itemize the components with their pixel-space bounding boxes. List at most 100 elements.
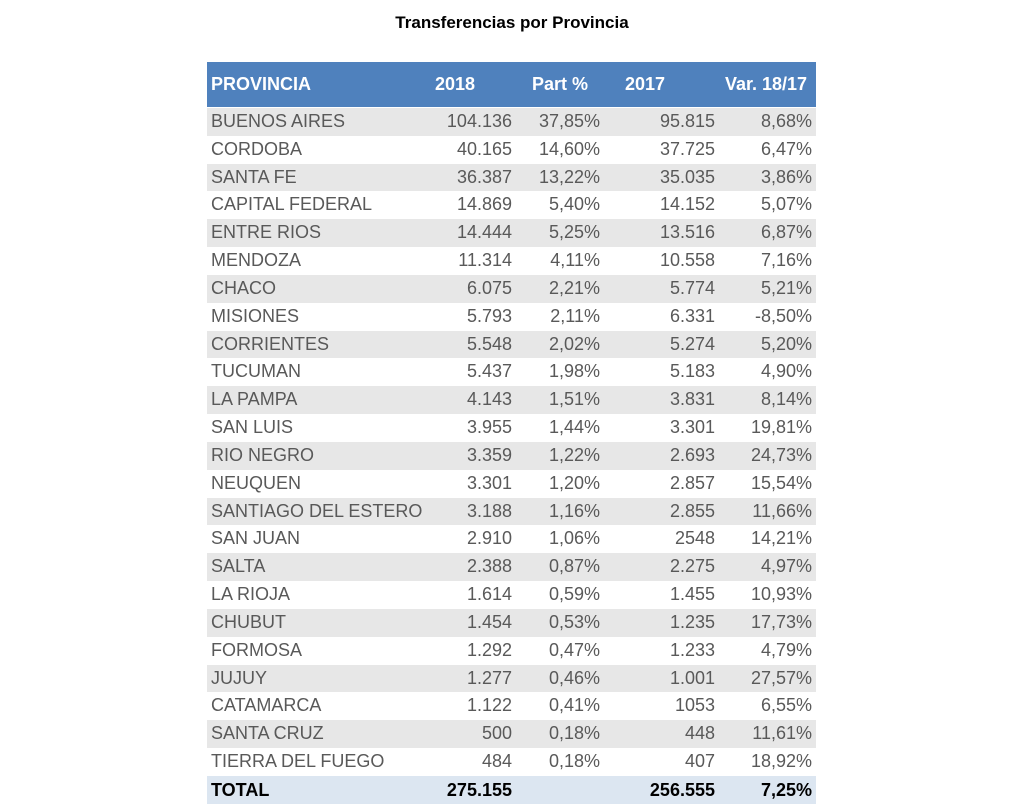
cell: TUCUMAN	[211, 361, 301, 382]
table-row: RIO NEGRO 3.359 1,22% 2.693 24,73%	[207, 441, 816, 470]
cell: 3.831	[669, 389, 715, 410]
cell: 6.075	[466, 277, 512, 298]
cell: 5.274	[669, 333, 715, 354]
cell: 3.955	[466, 417, 512, 438]
cell: SANTA FE	[211, 166, 297, 187]
cell: 1,44%	[548, 417, 600, 438]
table-row: LA PAMPA 4.143 1,51% 3.831 8,14%	[207, 386, 816, 415]
cell: 10.558	[659, 250, 715, 271]
cell: 5,07%	[760, 194, 812, 215]
cell: 1.614	[466, 584, 512, 605]
cell: 5.774	[669, 277, 715, 298]
cell: 8,68%	[760, 111, 812, 131]
cell: 6,87%	[760, 222, 812, 243]
total-row: TOTAL 275.155 256.555 7,25%	[207, 775, 816, 804]
cell: 8,14%	[760, 389, 812, 410]
cell: 5.437	[466, 361, 512, 382]
cell: 11,61%	[752, 723, 812, 744]
cell: 256.555	[649, 779, 715, 800]
cell: 1,06%	[548, 528, 600, 549]
cell: 10,93%	[750, 584, 812, 605]
cell: 0,59%	[548, 584, 600, 605]
cell: 484	[481, 751, 512, 772]
cell: SANTA CRUZ	[211, 723, 324, 744]
cell: 35.035	[659, 166, 715, 187]
cell: 40.165	[456, 138, 512, 159]
cell: 5.183	[669, 361, 715, 382]
cell: 0,41%	[548, 695, 600, 716]
cell: RIO NEGRO	[211, 444, 315, 465]
cell: NEUQUEN	[211, 472, 302, 493]
cell: 2.910	[466, 528, 512, 549]
cell: 19,81%	[750, 417, 812, 438]
cell: 3,86%	[760, 166, 812, 187]
cell: 7,16%	[760, 250, 812, 271]
cell: 14.152	[659, 194, 715, 215]
cell: 2,21%	[548, 277, 600, 298]
cell: 95.815	[659, 111, 715, 131]
cell: 500	[481, 723, 512, 744]
cell: MENDOZA	[211, 250, 301, 271]
cell: 407	[684, 751, 715, 772]
table-row: SALTA 2.388 0,87% 2.275 4,97%	[207, 553, 816, 582]
cell: 1.292	[466, 639, 512, 660]
cell: 5,40%	[548, 194, 600, 215]
table-row: CORDOBA 40.165 14,60% 37.725 6,47%	[207, 136, 816, 164]
cell: PROVINCIA	[211, 74, 312, 94]
table-row: CHUBUT 1.454 0,53% 1.235 17,73%	[207, 608, 816, 637]
cell: 4,11%	[550, 250, 600, 271]
cell: 4,97%	[760, 556, 812, 577]
cell: 5,20%	[760, 333, 812, 354]
cell: 2,02%	[548, 333, 600, 354]
cell: CATAMARCA	[211, 695, 322, 716]
cell: JUJUY	[211, 667, 268, 688]
cell: 11,66%	[752, 500, 812, 521]
cell: 2.693	[669, 444, 715, 465]
cell: 1,22%	[548, 444, 600, 465]
cell: 2017	[624, 74, 666, 94]
cell: 13,22%	[538, 166, 600, 187]
cell: Part %	[531, 74, 589, 94]
cell: 2548	[674, 528, 715, 549]
table-row: CORRIENTES 5.548 2,02% 5.274 5,20%	[207, 330, 816, 359]
table-row: MISIONES 5.793 2,11% 6.331 -8,50%	[207, 303, 816, 331]
table-row: TUCUMAN 5.437 1,98% 5.183 4,90%	[207, 358, 816, 386]
cell: 1,16%	[548, 500, 600, 521]
cell: 2018	[434, 74, 476, 94]
table-row: TIERRA DEL FUEGO 484 0,18% 407 18,92%	[207, 748, 816, 776]
cell: 1053	[674, 695, 715, 716]
table-row: CAPITAL FEDERAL 14.869 5,40% 14.152 5,07%	[207, 191, 816, 219]
cell: CORRIENTES	[211, 333, 330, 354]
cell: MISIONES	[211, 305, 300, 326]
cell: CORDOBA	[211, 138, 303, 159]
cell: 1,20%	[548, 472, 600, 493]
cell: 5.793	[466, 305, 512, 326]
cell: 36.387	[456, 166, 512, 187]
cell: 14,21%	[750, 528, 812, 549]
cell: ENTRE RIOS	[211, 222, 322, 243]
table-row: CATAMARCA 1.122 0,41% 1053 6,55%	[207, 692, 816, 720]
table-row: SANTA CRUZ 500 0,18% 448 11,61%	[207, 720, 816, 749]
cell: 104.136	[446, 111, 512, 131]
cell: -8,50%	[754, 305, 812, 326]
cell: 0,18%	[548, 751, 600, 772]
cell: 2.857	[669, 472, 715, 493]
header-row: PROVINCIA 2018 Part % 2017 Var. 18/17	[207, 62, 816, 107]
table-row: SANTA FE 36.387 13,22% 35.035 3,86%	[207, 163, 816, 192]
cell: 3.301	[466, 472, 512, 493]
cell: 1.454	[466, 611, 512, 632]
cell: 7,25%	[760, 779, 812, 800]
cell: 4.143	[466, 389, 512, 410]
table-row: ENTRE RIOS 14.444 5,25% 13.516 6,87%	[207, 219, 816, 248]
table-row: NEUQUEN 3.301 1,20% 2.857 15,54%	[207, 470, 816, 498]
cell: 1.001	[669, 667, 715, 688]
table-row: FORMOSA 1.292 0,47% 1.233 4,79%	[207, 637, 816, 665]
cell: Var. 18/17	[724, 74, 808, 94]
cell: 4,90%	[760, 361, 812, 382]
cell: SAN JUAN	[211, 528, 301, 549]
cell: 37,85%	[538, 111, 600, 131]
cell: 2.275	[669, 556, 715, 577]
cell: 1.233	[669, 639, 715, 660]
cell: 1,51%	[548, 389, 600, 410]
